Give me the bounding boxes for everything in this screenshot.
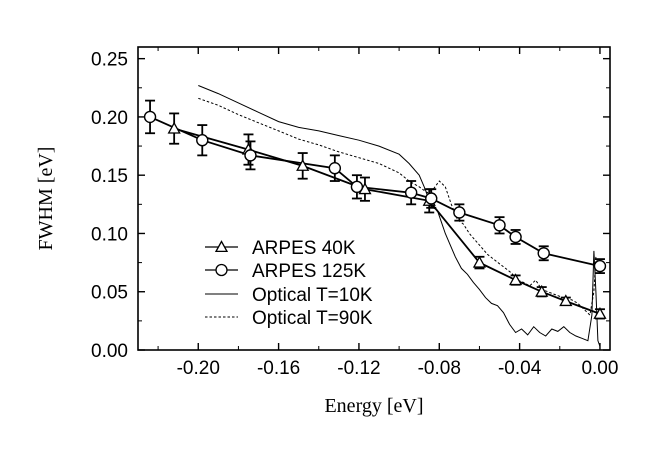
data-point-circle: [350, 180, 364, 194]
y-tick-label: 0.00: [91, 341, 128, 362]
legend-label: ARPES 40K: [252, 238, 356, 259]
data-point-triangle: [508, 273, 523, 286]
y-tick-label: 0.15: [91, 166, 128, 187]
data-point-triangle: [167, 121, 181, 134]
data-point-triangle: [593, 307, 607, 319]
data-point-circle: [593, 259, 607, 273]
data-point-circle: [509, 230, 522, 244]
data-point-circle: [143, 110, 157, 124]
data-point-circle: [196, 134, 209, 147]
legend-circle-marker: [215, 263, 228, 277]
plot-frame: [137, 46, 611, 351]
data-point-triangle: [559, 294, 573, 307]
data-point-circle: [404, 186, 418, 199]
x-tick-label: -0.16: [257, 358, 300, 379]
y-tick-label: 0.25: [91, 50, 128, 71]
x-tick-label: -0.08: [418, 358, 461, 379]
data-point-circle: [453, 206, 466, 219]
series-line-optical-t-10k: [198, 85, 601, 347]
x-tick-label: 0.00: [581, 358, 618, 379]
data-point-circle: [244, 149, 257, 162]
series-line-arpes-40k: [173, 127, 601, 315]
data-point-circle: [537, 247, 550, 260]
data-point-circle: [328, 161, 342, 175]
y-axis-title: FWHM [eV]: [35, 147, 57, 251]
data-point-triangle: [535, 284, 549, 297]
y-tick-label: 0.10: [91, 224, 128, 245]
data-point-circle: [493, 219, 506, 232]
y-tick-label: 0.20: [91, 108, 128, 129]
x-tick-label: -0.20: [177, 358, 220, 379]
x-tick-label: -0.12: [337, 358, 380, 379]
legend-label: ARPES 125K: [252, 261, 366, 282]
legend-label: Optical T=10K: [252, 285, 373, 306]
data-point-triangle: [296, 159, 310, 171]
data-point-triangle: [472, 255, 487, 268]
y-tick-label: 0.05: [91, 283, 128, 304]
legend-label: Optical T=90K: [252, 308, 373, 329]
series-line-optical-t-90k: [198, 97, 601, 317]
data-point-circle: [425, 192, 438, 205]
legend-triangle-marker: [214, 240, 229, 253]
x-axis-title: Energy [eV]: [324, 395, 423, 417]
x-tick-label: -0.04: [498, 358, 542, 379]
